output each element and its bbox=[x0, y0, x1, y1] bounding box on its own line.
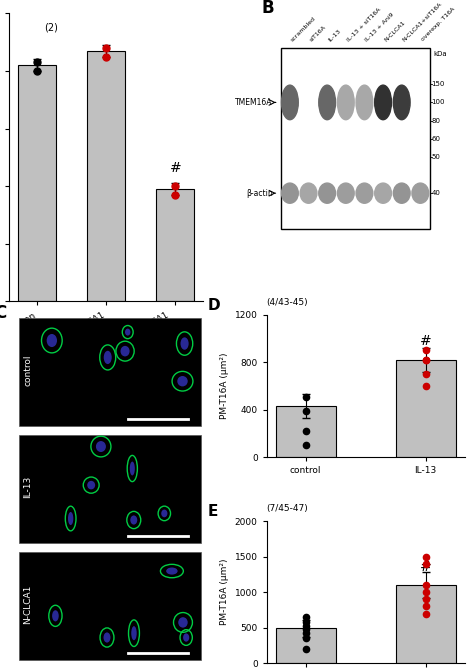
Text: B: B bbox=[261, 0, 274, 17]
Ellipse shape bbox=[181, 338, 189, 350]
Text: N-CLCA1: N-CLCA1 bbox=[383, 19, 406, 42]
Bar bbox=[396, 585, 456, 663]
Ellipse shape bbox=[319, 183, 336, 203]
Text: (2): (2) bbox=[45, 22, 58, 32]
Text: 150: 150 bbox=[432, 81, 445, 87]
Text: IL-13: IL-13 bbox=[327, 27, 342, 42]
Bar bbox=[276, 628, 336, 663]
Ellipse shape bbox=[130, 462, 135, 476]
Ellipse shape bbox=[177, 376, 188, 387]
Ellipse shape bbox=[120, 346, 129, 356]
Ellipse shape bbox=[52, 610, 59, 621]
Y-axis label: PM-T16A (μm²): PM-T16A (μm²) bbox=[220, 559, 229, 626]
Ellipse shape bbox=[161, 510, 167, 517]
Text: scrambled: scrambled bbox=[290, 15, 317, 42]
Ellipse shape bbox=[337, 85, 354, 120]
Text: β-actin: β-actin bbox=[246, 189, 273, 198]
Ellipse shape bbox=[178, 617, 188, 628]
Ellipse shape bbox=[282, 183, 298, 203]
Bar bbox=[276, 406, 336, 457]
Text: #: # bbox=[419, 334, 431, 348]
Text: kDa: kDa bbox=[434, 51, 447, 57]
Text: TMEM16A: TMEM16A bbox=[235, 98, 273, 107]
Bar bbox=[156, 189, 194, 302]
Text: #: # bbox=[419, 560, 431, 574]
Bar bbox=[281, 48, 429, 229]
Text: control: control bbox=[23, 355, 32, 387]
Ellipse shape bbox=[183, 633, 189, 642]
Text: #: # bbox=[169, 161, 181, 175]
Text: siT16A: siT16A bbox=[309, 24, 327, 42]
Text: D: D bbox=[207, 298, 220, 313]
Text: 100: 100 bbox=[432, 99, 445, 105]
Bar bbox=[396, 360, 456, 457]
Ellipse shape bbox=[131, 626, 137, 641]
Ellipse shape bbox=[130, 515, 137, 525]
Text: N-CLCA1+siT16A: N-CLCA1+siT16A bbox=[401, 1, 443, 42]
Text: (4/43-45): (4/43-45) bbox=[267, 298, 308, 307]
Ellipse shape bbox=[87, 481, 95, 489]
Text: 50: 50 bbox=[432, 154, 440, 160]
Ellipse shape bbox=[166, 567, 178, 575]
Text: E: E bbox=[207, 504, 218, 519]
Text: C: C bbox=[0, 304, 6, 322]
Bar bbox=[18, 65, 56, 302]
Text: IL-13: IL-13 bbox=[23, 476, 32, 498]
Ellipse shape bbox=[393, 85, 410, 120]
Text: 60: 60 bbox=[432, 136, 441, 142]
Ellipse shape bbox=[300, 183, 317, 203]
Text: IL-13 + siT16A: IL-13 + siT16A bbox=[346, 7, 382, 42]
Ellipse shape bbox=[356, 85, 373, 120]
Ellipse shape bbox=[356, 183, 373, 203]
Ellipse shape bbox=[337, 183, 354, 203]
Ellipse shape bbox=[68, 512, 73, 525]
Ellipse shape bbox=[374, 85, 392, 120]
Ellipse shape bbox=[319, 85, 336, 120]
Ellipse shape bbox=[393, 183, 410, 203]
Ellipse shape bbox=[282, 85, 298, 120]
Bar bbox=[87, 51, 125, 302]
Ellipse shape bbox=[125, 328, 130, 336]
Text: 40: 40 bbox=[432, 190, 440, 196]
Text: (7/45-47): (7/45-47) bbox=[267, 504, 309, 513]
Ellipse shape bbox=[46, 334, 57, 347]
Text: IL-13 + Ani9: IL-13 + Ani9 bbox=[365, 11, 395, 42]
Ellipse shape bbox=[96, 441, 106, 452]
Text: N-CLCA1: N-CLCA1 bbox=[23, 584, 32, 624]
Text: 80: 80 bbox=[432, 117, 441, 123]
Ellipse shape bbox=[374, 183, 392, 203]
Ellipse shape bbox=[412, 183, 429, 203]
Ellipse shape bbox=[104, 351, 112, 364]
Text: overexp. T16A: overexp. T16A bbox=[420, 7, 456, 42]
Ellipse shape bbox=[103, 632, 110, 643]
Y-axis label: PM-T16A (μm²): PM-T16A (μm²) bbox=[220, 352, 229, 419]
